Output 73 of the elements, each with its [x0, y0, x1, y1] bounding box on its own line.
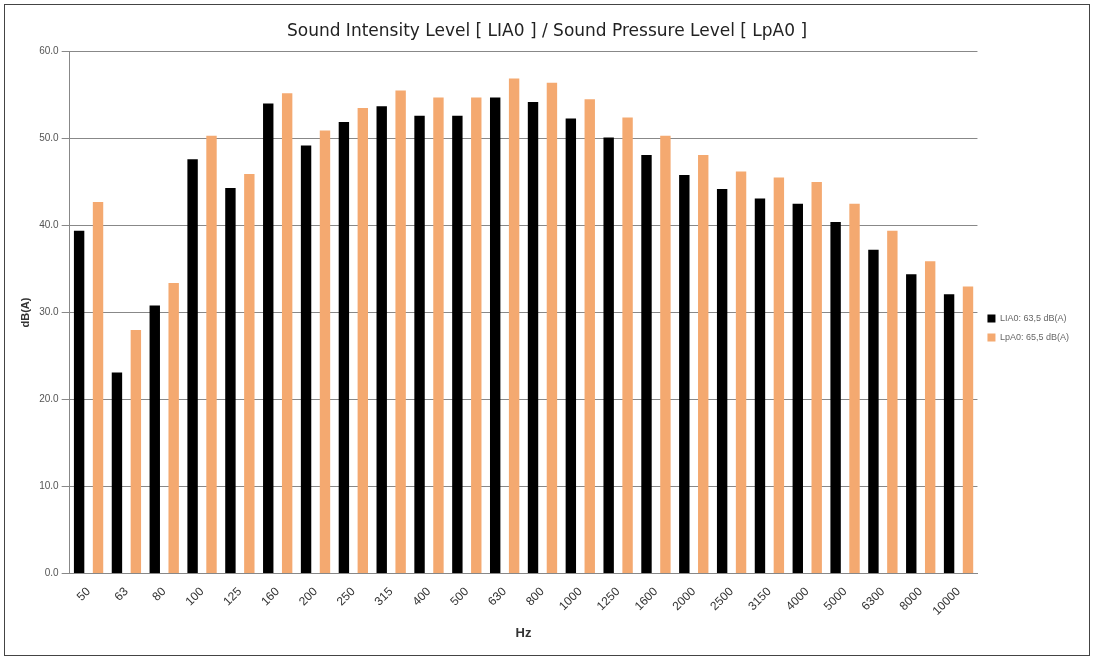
bar	[603, 137, 614, 574]
x-tick-label: 630	[485, 584, 510, 609]
bar	[641, 154, 652, 574]
bar	[187, 159, 198, 574]
x-tick-label: 125	[220, 584, 245, 609]
bar	[735, 171, 747, 574]
bar	[168, 282, 179, 574]
bar	[489, 97, 501, 574]
x-tick-label: 160	[258, 584, 283, 609]
bar	[433, 97, 444, 574]
bar	[924, 261, 936, 574]
bar	[906, 274, 917, 574]
chart-title: Sound Intensity Level [ LIA0 ] / Sound Pressure Level [ LpA0 ]	[286, 19, 808, 40]
bar	[338, 121, 350, 574]
x-tick-label: 100	[182, 584, 207, 609]
bar	[319, 130, 331, 574]
y-tick-label: 20.0	[39, 393, 60, 405]
bar	[754, 198, 766, 574]
x-axis-title: Hz	[515, 624, 532, 640]
y-axis-title: dB(A)	[18, 297, 31, 328]
y-tick-label: 0.0	[44, 567, 60, 579]
x-tick-label: 80	[149, 584, 169, 604]
y-tick-label: 10.0	[39, 480, 60, 492]
bar	[868, 249, 879, 574]
x-tick-label: 400	[409, 584, 434, 609]
legend-label: LpA0: 65,5 dB(A)	[999, 331, 1069, 342]
bar	[962, 286, 974, 574]
bar	[527, 101, 539, 574]
bar	[716, 188, 728, 574]
bar	[811, 181, 822, 574]
x-tick-label: 800	[522, 584, 548, 609]
x-tick-label: 250	[333, 584, 359, 609]
bar	[73, 230, 85, 574]
y-tick-label: 30.0	[39, 306, 60, 318]
x-tick-label: 500	[447, 584, 472, 609]
bar	[773, 177, 785, 574]
bar	[244, 174, 255, 574]
bar	[111, 372, 123, 574]
bar	[622, 117, 633, 574]
bar	[792, 203, 803, 574]
bar	[225, 188, 236, 574]
bar	[887, 230, 898, 574]
y-tick-label: 50.0	[39, 132, 60, 144]
bar	[130, 329, 142, 574]
bar	[584, 99, 595, 574]
bar	[471, 97, 482, 574]
bar	[679, 174, 690, 574]
bar	[830, 221, 841, 574]
bar	[660, 135, 671, 574]
x-tick-label: 63	[111, 584, 132, 604]
bar	[149, 305, 160, 574]
bar	[263, 103, 274, 574]
x-tick-label: 200	[295, 584, 321, 609]
bar	[300, 145, 312, 574]
x-tick-label: 50	[73, 584, 94, 604]
bar	[565, 118, 577, 574]
bar	[357, 107, 369, 574]
bar	[376, 106, 387, 574]
bar	[546, 82, 558, 574]
bar	[281, 93, 293, 574]
bar	[452, 115, 463, 574]
y-tick-label: 60.0	[39, 45, 60, 57]
bar	[943, 294, 955, 574]
bar	[849, 203, 860, 574]
y-tick-label: 40.0	[39, 219, 60, 231]
bar	[508, 78, 520, 574]
bar	[206, 135, 217, 574]
bar	[698, 154, 709, 574]
legend-label: LIA0: 63,5 dB(A)	[999, 312, 1067, 323]
x-tick-label: 315	[371, 584, 396, 609]
bar	[92, 201, 104, 574]
bar	[395, 90, 406, 574]
bar	[414, 115, 425, 574]
